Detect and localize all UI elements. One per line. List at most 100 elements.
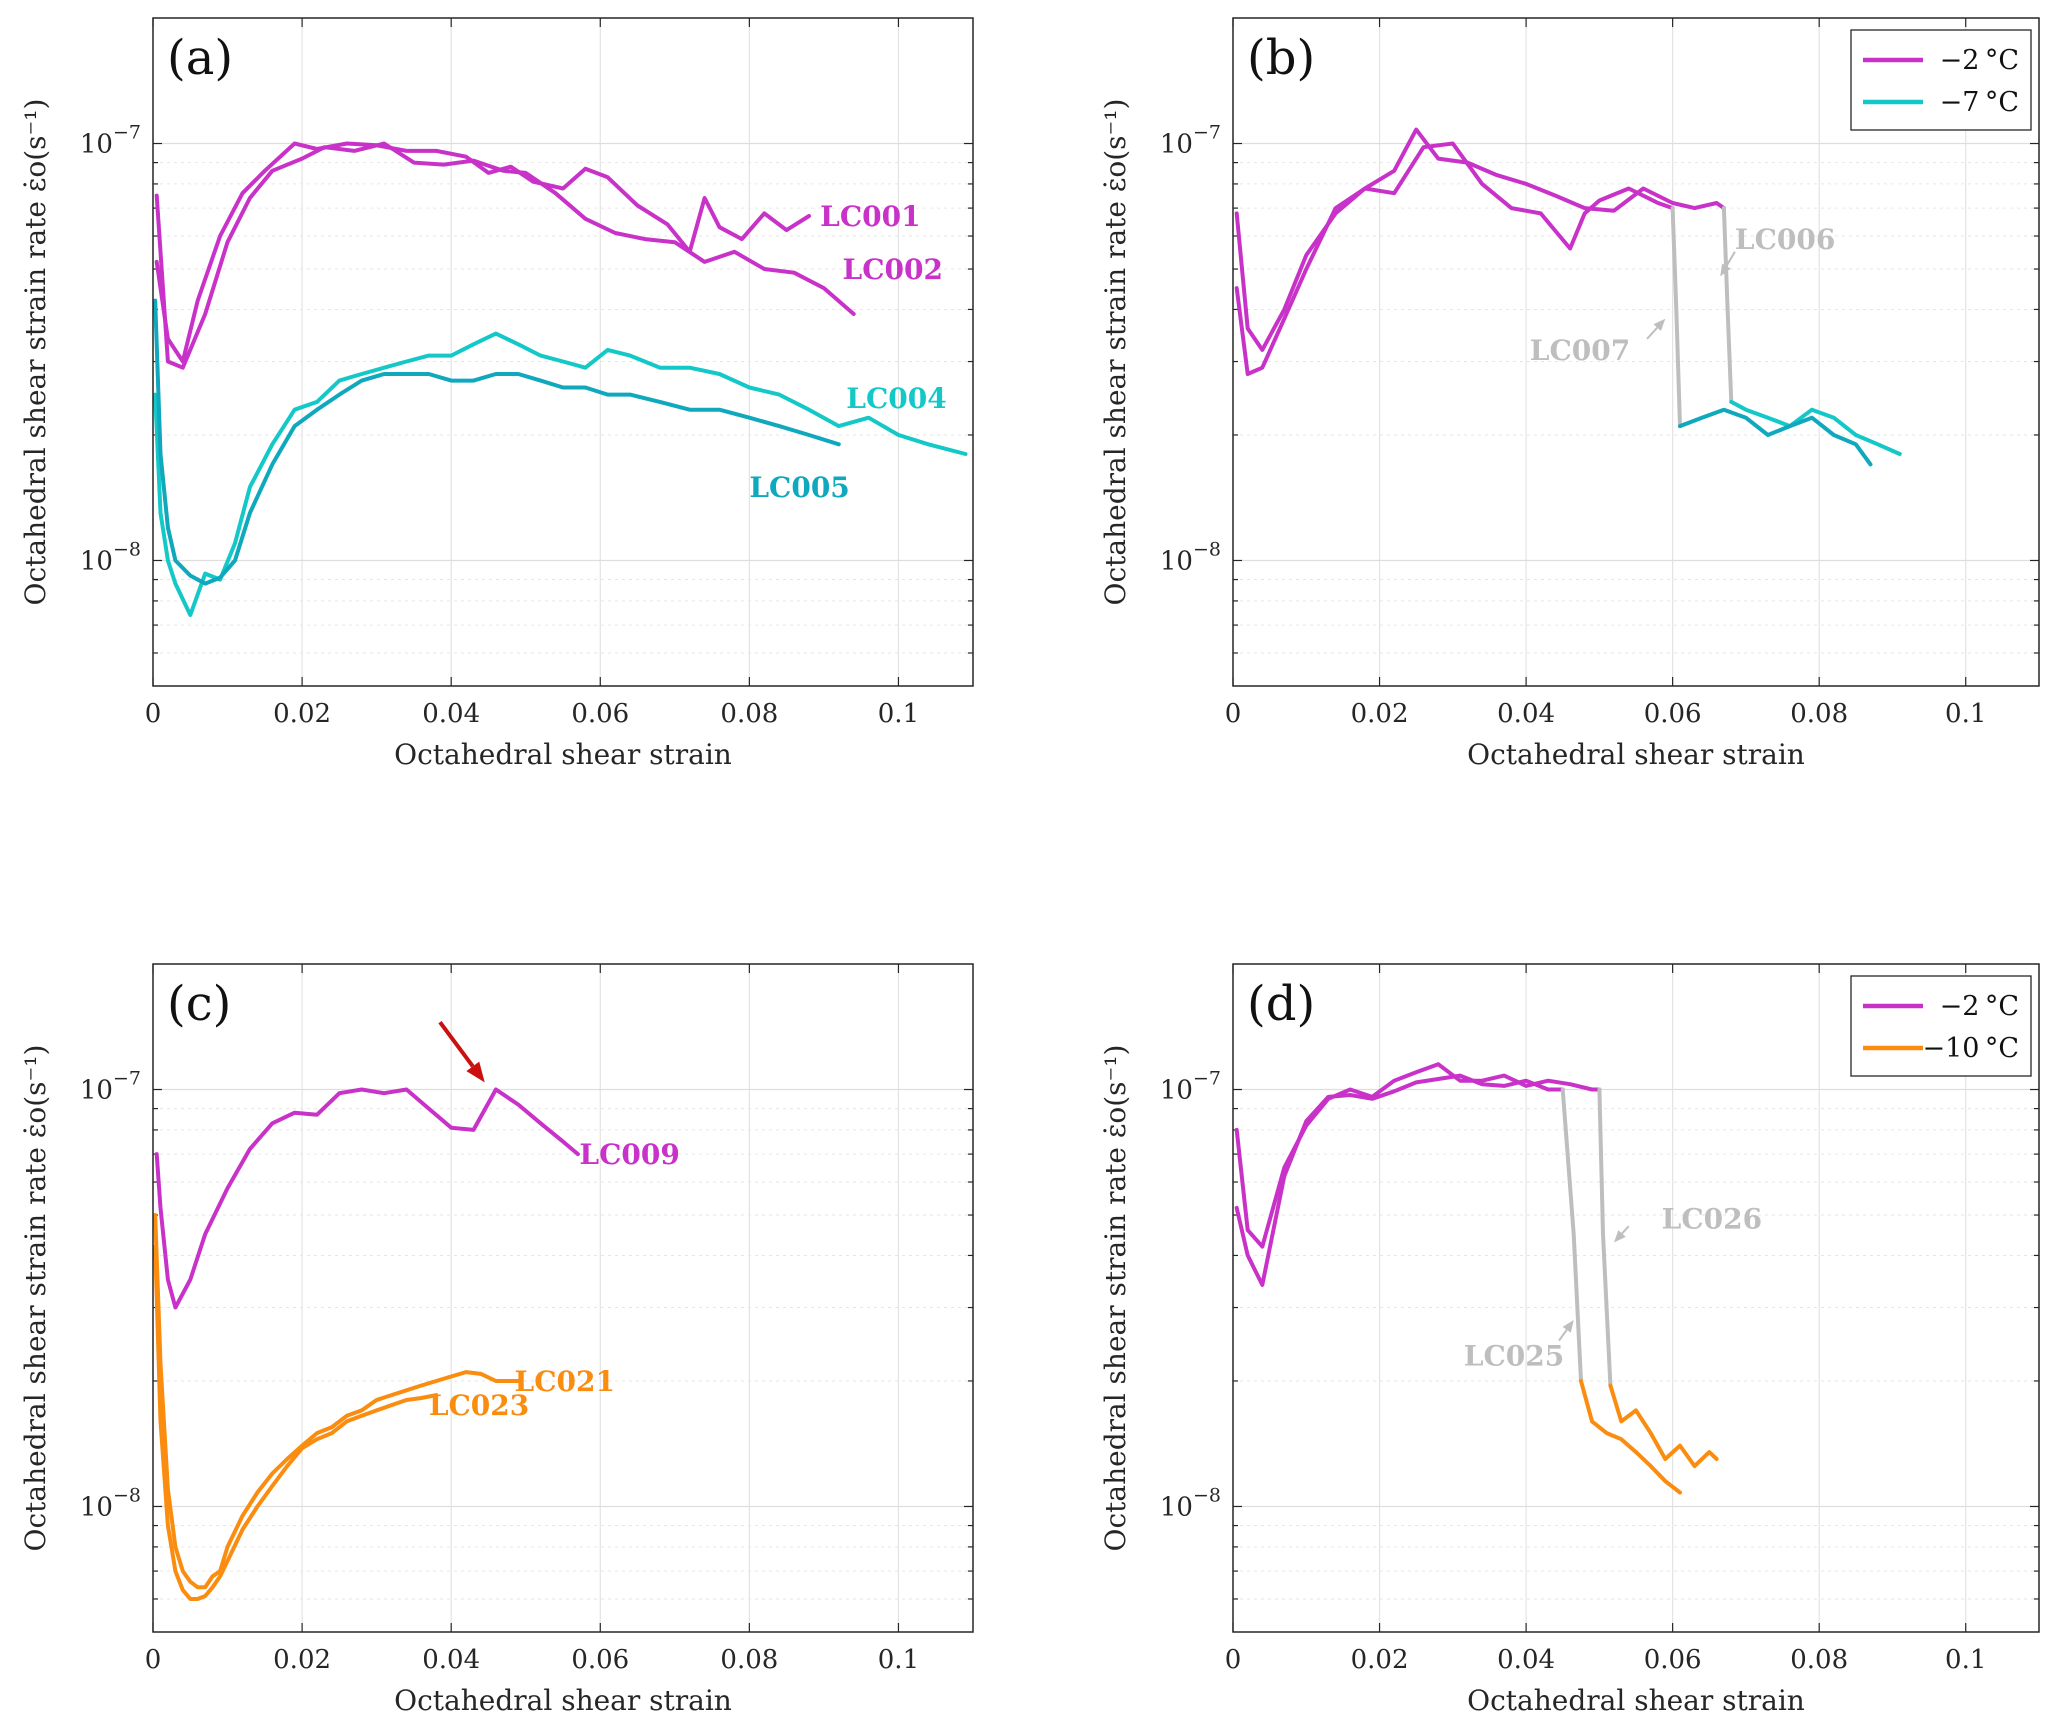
chart-panel-0: LC001 LC002 LC004 LC005 0 0.02 0.04 0.06 0.08 0.1…	[19, 17, 974, 771]
x-tick-label: 0.06	[571, 699, 629, 729]
x-tick-label: 0.08	[720, 1645, 778, 1675]
x-tick-label: 0.1	[878, 1645, 919, 1675]
series-group	[153, 1087, 580, 1601]
annotation-label: LC025	[1464, 1340, 1564, 1373]
annotation-label: LC026	[1662, 1203, 1762, 1236]
series-line	[1234, 1073, 1565, 1287]
x-tick-label: 0.08	[720, 699, 778, 729]
y-tick-label: 10−7	[80, 1068, 141, 1106]
y-tick-exponent: −7	[113, 1068, 141, 1090]
axes-frame	[152, 963, 974, 1633]
x-axis-label: Octahedral shear strain	[394, 738, 732, 771]
panel-label: (a)	[167, 30, 233, 86]
series-line	[1721, 206, 1734, 404]
panel-label: (d)	[1247, 976, 1315, 1032]
annotation-arrow-shaft	[1725, 251, 1736, 267]
x-tick-label: 0.06	[1644, 699, 1702, 729]
y-tick-label: 10−7	[80, 122, 141, 160]
y-tick-exponent: −7	[1193, 1068, 1221, 1090]
plot-area	[153, 964, 973, 1632]
x-tick-label: 0	[145, 1645, 162, 1675]
x-axis-label: Octahedral shear strain	[394, 1684, 732, 1717]
x-tick-label: 0	[1225, 1645, 1242, 1675]
series-line	[1608, 1383, 1719, 1469]
axes-frame	[1232, 963, 2040, 1633]
y-tick-base: 10	[80, 1492, 113, 1522]
x-tick-label: 0.06	[571, 1645, 629, 1675]
y-axis-label: Octahedral shear strain rate ε̇o(s⁻¹)	[1099, 99, 1132, 606]
y-tick-base: 10	[1160, 1492, 1193, 1522]
annotation-arrow-head	[1720, 263, 1731, 277]
series-line	[1560, 1087, 1583, 1383]
panel-label: (b)	[1247, 30, 1315, 86]
series-group	[153, 141, 968, 617]
y-tick-label: 10−7	[1160, 122, 1221, 160]
series-group	[1234, 1062, 1719, 1495]
x-tick-label: 0.02	[1351, 699, 1409, 729]
y-tick-base: 10	[80, 546, 113, 576]
y-tick-base: 10	[1160, 546, 1193, 576]
series-label: LC021	[515, 1365, 615, 1398]
annotation-arrow-shaft	[1558, 1329, 1568, 1342]
y-tick-base: 10	[1160, 130, 1193, 160]
series-line	[154, 1087, 580, 1310]
x-tick-label: 0.08	[1790, 1645, 1848, 1675]
series-label: LC023	[429, 1389, 529, 1422]
series-line	[1729, 399, 1902, 456]
y-tick-label: 10−8	[1160, 538, 1221, 576]
y-axis-label: Octahedral shear strain rate ε̇o(s⁻¹)	[1099, 1045, 1132, 1552]
annotation-label: LC007	[1530, 334, 1630, 367]
series-group	[1234, 127, 1902, 467]
x-tick-label: 0.06	[1644, 1645, 1702, 1675]
annotation-label: LC006	[1735, 223, 1835, 256]
annotation-arrow-head	[1653, 318, 1666, 331]
annotation-arrow-head	[466, 1061, 485, 1083]
x-tick-label: 0.02	[273, 1645, 331, 1675]
legend-box	[1850, 975, 2032, 1077]
axes-frame	[152, 17, 974, 687]
series-line	[1597, 1087, 1613, 1388]
y-axis-label: Octahedral shear strain rate ε̇o(s⁻¹)	[19, 99, 52, 606]
x-tick-label: 0.1	[1945, 699, 1986, 729]
series-line	[1678, 407, 1873, 467]
panel-label: (c)	[167, 976, 231, 1032]
legend-box	[1850, 29, 2032, 131]
annotation-arrow-head	[1614, 1230, 1626, 1243]
series-line	[153, 1244, 439, 1601]
x-tick-label: 0.04	[422, 1645, 480, 1675]
x-tick-label: 0.1	[878, 699, 919, 729]
legend-label: −7 °C	[1940, 87, 2019, 118]
y-tick-label: 10−8	[80, 538, 141, 576]
series-line	[1670, 206, 1682, 429]
axes-frame	[1232, 17, 2040, 687]
series-label: LC004	[846, 382, 946, 415]
y-tick-base: 10	[80, 130, 113, 160]
y-tick-label: 10−8	[80, 1484, 141, 1522]
y-tick-base: 10	[80, 1076, 113, 1106]
x-tick-label: 0	[145, 699, 162, 729]
x-axis-label: Octahedral shear strain	[1467, 738, 1805, 771]
legend: −2 °C −7 °C	[1850, 29, 2032, 131]
series-line	[1234, 1062, 1602, 1249]
legend-label: −2 °C	[1940, 45, 2019, 76]
y-tick-base: 10	[1160, 1076, 1193, 1106]
y-tick-exponent: −7	[1193, 122, 1221, 144]
y-tick-exponent: −8	[113, 1484, 141, 1506]
series-line	[1579, 1379, 1682, 1495]
legend-label: −2 °C	[1940, 991, 2019, 1022]
annotation-arrow-head	[1562, 1320, 1574, 1333]
plot-area	[153, 18, 973, 686]
y-tick-label: 10−8	[1160, 1484, 1221, 1522]
x-tick-label: 0.02	[1351, 1645, 1409, 1675]
x-tick-label: 0.04	[1497, 699, 1555, 729]
y-tick-exponent: −7	[113, 122, 141, 144]
y-tick-exponent: −8	[113, 538, 141, 560]
y-tick-exponent: −8	[1193, 1484, 1221, 1506]
series-label: LC001	[820, 200, 920, 233]
series-line	[1234, 141, 1675, 376]
annotation-arrow-shaft	[438, 1021, 475, 1068]
